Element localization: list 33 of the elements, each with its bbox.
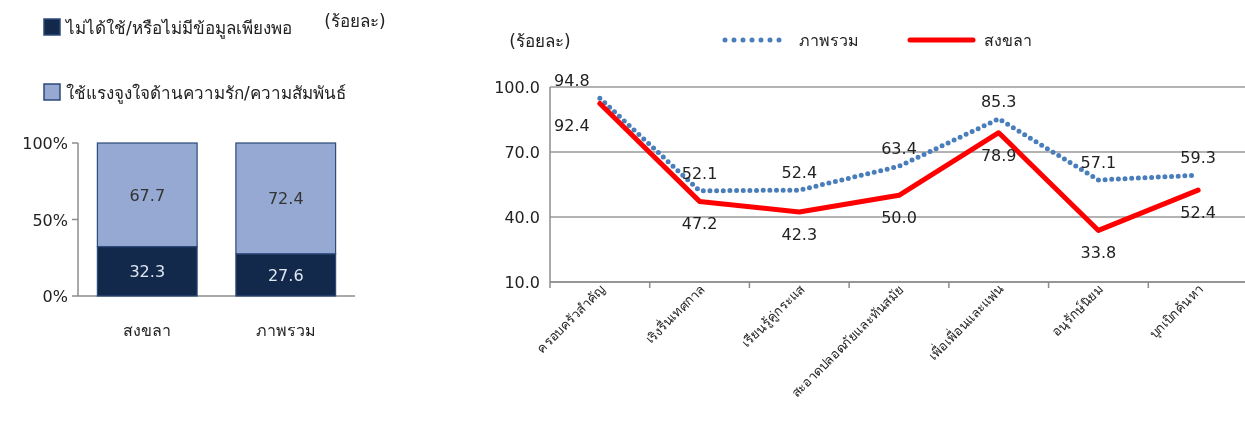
y-tick-label: 40.0 bbox=[504, 208, 540, 227]
legend-label: ไม่ได้ใช้/หรือไม่มีข้อมูลเพียงพอ bbox=[64, 18, 292, 39]
data-label: 63.4 bbox=[881, 139, 917, 159]
y-axis-title: (ร้อยละ) bbox=[509, 31, 571, 51]
legend-label: สงขลา bbox=[984, 31, 1032, 50]
data-label: 94.8 bbox=[554, 71, 590, 91]
y-tick-label: 100% bbox=[22, 134, 68, 153]
y-tick-label: 50% bbox=[32, 210, 68, 230]
y-axis-title: (ร้อยละ) bbox=[324, 11, 386, 31]
data-label: 92.4 bbox=[554, 116, 590, 136]
data-label: 67.7 bbox=[129, 185, 166, 205]
data-label: 33.8 bbox=[1080, 243, 1117, 263]
data-label: 52.4 bbox=[781, 163, 818, 183]
data-label: 78.9 bbox=[980, 145, 1017, 165]
data-label: 59.3 bbox=[1180, 148, 1216, 168]
x-tick-label: ภาพรวม bbox=[255, 321, 316, 340]
y-tick-label: 10.0 bbox=[504, 273, 540, 292]
data-label: 47.2 bbox=[681, 214, 718, 234]
y-tick-label: 70.0 bbox=[504, 143, 540, 162]
y-tick-label: 0% bbox=[42, 287, 68, 306]
data-label: 57.1 bbox=[1080, 152, 1117, 172]
x-tick-label: สงขลา bbox=[123, 321, 172, 340]
data-label: 32.3 bbox=[129, 262, 166, 282]
data-label: 27.6 bbox=[267, 265, 304, 285]
data-label: 52.1 bbox=[681, 163, 718, 183]
legend-label: ใช้แรงจูงใจด้านความรัก/ความสัมพันธ์ bbox=[66, 83, 346, 104]
data-label: 52.4 bbox=[1180, 203, 1216, 223]
data-label: 72.4 bbox=[267, 189, 304, 209]
data-label: 50.0 bbox=[881, 208, 917, 228]
data-label: 85.3 bbox=[980, 91, 1017, 111]
y-tick-label: 100.0 bbox=[494, 78, 540, 97]
data-label: 42.3 bbox=[781, 225, 818, 245]
legend-label: ภาพรวม bbox=[799, 31, 859, 50]
